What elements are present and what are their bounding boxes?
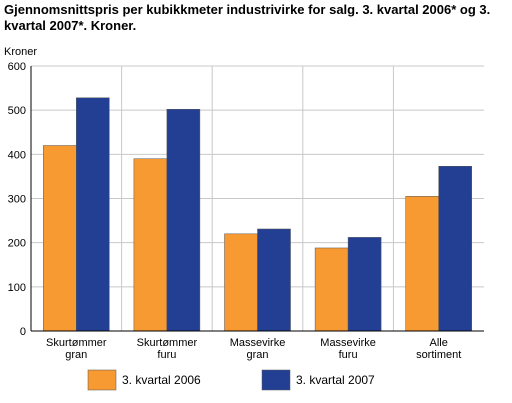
bar [314,247,349,332]
bar [257,228,291,332]
x-tick-label: gran [65,349,87,361]
bar [347,237,382,332]
y-tick-label: 200 [8,238,26,250]
y-axis-label: Kroner [4,46,38,58]
bar [133,158,168,332]
bar [438,166,472,332]
bar [405,196,439,332]
x-tick-label: gran [246,349,268,361]
y-tick-label: 300 [8,194,26,206]
y-tick-label: 100 [8,282,26,294]
legend-label: 3. kvartal 2006 [122,373,201,387]
bar [76,97,110,332]
x-tick-label: furu [339,349,358,361]
y-tick-label: 500 [8,105,26,117]
x-tick-label: Skurtømmer [46,337,107,349]
y-tick-label: 400 [8,149,26,161]
bar [224,233,258,332]
x-tick-label: Massevirke [230,337,286,349]
y-tick-label: 0 [20,326,26,338]
bar [43,145,77,332]
legend-label: 3. kvartal 2007 [296,373,375,387]
legend-swatch [87,369,117,391]
x-tick-label: furu [157,349,176,361]
bar [166,109,201,332]
x-tick-label: Skurtømmer [137,337,198,349]
x-tick-label: sortiment [416,349,461,361]
x-tick-label: Alle [430,337,448,349]
chart-title: Gjennomsnittspris per kubikkmeter indust… [4,2,491,33]
x-tick-label: Massevirke [320,337,376,349]
y-tick-label: 600 [8,61,26,73]
legend-swatch [261,369,291,391]
